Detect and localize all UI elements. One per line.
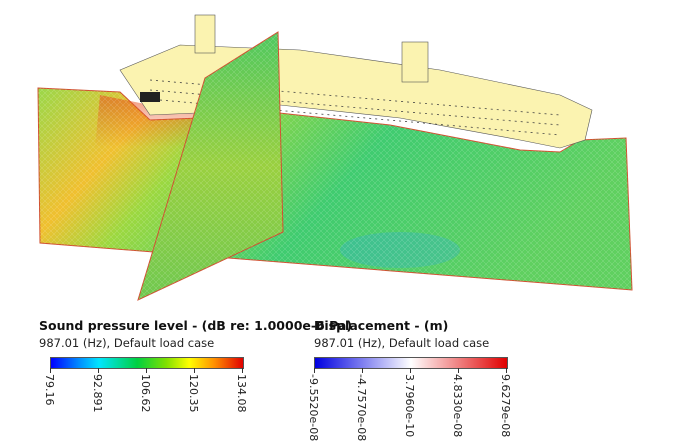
- tick-label: 92.891: [91, 374, 104, 413]
- simulation-viewport[interactable]: [0, 0, 700, 310]
- tick-mark: [362, 368, 363, 373]
- colorbar: [50, 357, 244, 369]
- tick-mark: [314, 368, 315, 373]
- tick-mark: [242, 368, 243, 373]
- tick-mark: [194, 368, 195, 373]
- tick-mark: [98, 368, 99, 373]
- legend-title: Sound pressure level - (dB re: 1.0000e-6…: [39, 318, 353, 333]
- tick-label: 79.16: [43, 374, 56, 406]
- tick-mark: [506, 368, 507, 373]
- colorbar: [314, 357, 508, 369]
- tick-mark: [410, 368, 411, 373]
- tick-mark: [50, 368, 51, 373]
- legend-title: Displacement - (m): [314, 318, 449, 333]
- legend-subtitle: 987.01 (Hz), Default load case: [314, 336, 490, 350]
- tick-label: 120.35: [187, 374, 200, 413]
- displacement-legend: Displacement - (m) 987.01 (Hz), Default …: [307, 318, 544, 441]
- tick-label: 4.8330e-08: [451, 374, 464, 438]
- tick-label: -4.7570e-08: [355, 374, 368, 441]
- tick-label: 3.7960e-10: [403, 374, 416, 438]
- tick-label: 134.08: [235, 374, 248, 413]
- sound-pressure-legend: Sound pressure level - (dB re: 1.0000e-6…: [39, 318, 353, 413]
- tick-label: -9.5520e-08: [307, 374, 320, 441]
- vertical-field-plane: [137, 31, 284, 301]
- legend-subtitle: 987.01 (Hz), Default load case: [39, 336, 215, 350]
- tick-mark: [458, 368, 459, 373]
- tick-label: 9.6279e-08: [499, 374, 512, 438]
- tick-mark: [146, 368, 147, 373]
- tick-label: 106.62: [139, 374, 152, 413]
